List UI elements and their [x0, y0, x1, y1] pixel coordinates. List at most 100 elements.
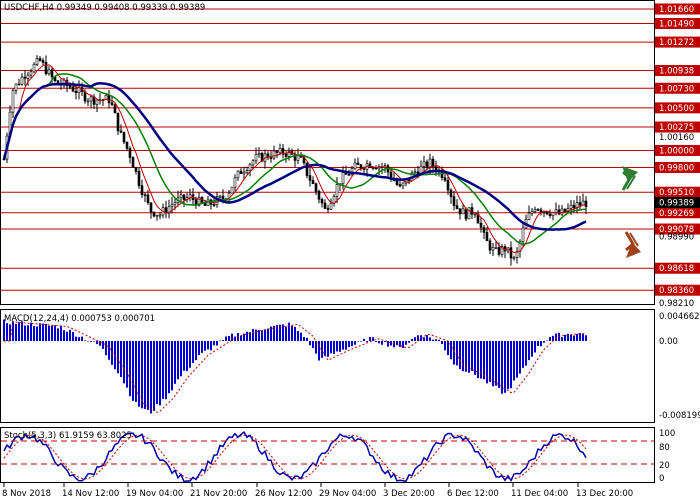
macd-bar: [243, 333, 245, 341]
macd-bar: [489, 341, 491, 382]
macd-bar: [186, 341, 188, 372]
candle-body: [314, 183, 318, 192]
candle-body: [257, 152, 261, 156]
macd-bar: [276, 324, 278, 341]
macd-bar: [402, 341, 404, 348]
candle-body: [401, 182, 405, 187]
candle-body: [428, 158, 432, 169]
candle-body: [443, 177, 447, 181]
candle-body: [359, 164, 363, 169]
macd-bar: [372, 337, 374, 341]
candle-body: [455, 205, 459, 209]
macd-bar: [417, 335, 419, 341]
macd-bar: [90, 341, 92, 342]
macd-bar: [267, 328, 269, 341]
macd-bar: [309, 341, 311, 346]
macd-bar: [72, 332, 74, 341]
candle-body: [233, 177, 237, 188]
macd-histogram: [3, 319, 587, 414]
macd-bar: [447, 341, 449, 356]
candle-body: [158, 214, 162, 217]
macd-bar: [471, 341, 473, 371]
macd-bar: [342, 341, 344, 350]
arrow-down-icon: [624, 231, 641, 258]
macd-bar: [465, 341, 467, 372]
candle-body: [245, 170, 249, 173]
candle-body: [512, 257, 516, 259]
candle-body: [323, 202, 327, 209]
candle-body: [539, 209, 543, 213]
macd-bar: [60, 325, 62, 341]
candle-body: [467, 207, 471, 220]
macd-bar: [81, 336, 83, 341]
stoch-scale-20: 20: [659, 461, 670, 471]
macd-bar: [234, 336, 236, 341]
candle-body: [74, 90, 78, 94]
macd-bar: [96, 341, 98, 345]
macd-bar: [165, 341, 167, 400]
candle-body: [68, 85, 72, 88]
macd-bar: [510, 341, 512, 389]
candle-body: [509, 247, 513, 259]
candle-body: [536, 209, 540, 211]
macd-bar: [339, 341, 341, 352]
macd-bar: [87, 340, 89, 342]
macd-bar: [291, 325, 293, 341]
candle-body: [140, 185, 144, 195]
macd-bar: [540, 341, 542, 347]
candle-body: [320, 198, 324, 204]
macd-bar: [162, 341, 164, 399]
macd-bar: [546, 340, 548, 342]
macd-bar: [54, 325, 56, 341]
level-label: 0.98360: [659, 286, 694, 296]
macd-bar: [525, 341, 527, 366]
macd-bar: [204, 341, 206, 351]
macd-bar: [366, 341, 368, 343]
macd-bar: [138, 341, 140, 407]
macd-bar: [312, 341, 314, 349]
macd-bar: [75, 336, 77, 341]
macd-bar: [480, 341, 482, 379]
macd-bar: [108, 341, 110, 360]
macd-bar: [51, 325, 53, 341]
level-label-bg: [655, 262, 700, 274]
macd-bar: [249, 332, 251, 341]
macd-bar: [330, 341, 332, 354]
level-label: 1.01660: [659, 5, 694, 15]
macd-bar: [498, 341, 500, 388]
macd-bar: [288, 322, 290, 341]
candle-body: [236, 170, 240, 179]
stoch-scale-100: 100: [659, 429, 675, 439]
candle-body: [356, 162, 360, 166]
candle-body: [254, 154, 258, 162]
macd-bar: [567, 333, 569, 341]
macd-bar: [168, 341, 170, 394]
macd-bar: [246, 331, 248, 341]
macd-bar: [189, 341, 191, 368]
time-label: 6 Dec 12:00: [447, 489, 499, 499]
candle-body: [329, 202, 333, 210]
time-label: 19 Nov 04:00: [126, 489, 183, 499]
time-label: 29 Nov 04:00: [319, 489, 376, 499]
macd-bar: [390, 341, 392, 346]
macd-bar: [516, 341, 518, 378]
level-label: 1.00730: [659, 84, 694, 94]
macd-bar: [159, 341, 161, 406]
macd-bar: [456, 341, 458, 366]
candle-body: [83, 91, 87, 102]
candle-body: [326, 208, 330, 210]
level-label: 1.01272: [659, 38, 694, 48]
macd-bar: [141, 341, 143, 409]
candle-body: [167, 206, 171, 214]
candle-body: [29, 71, 33, 76]
macd-bar: [213, 341, 215, 346]
time-axis: 8 Nov 2018 14 Nov 12:00 19 Nov 04:00 21 Nov…: [2, 483, 633, 499]
candle-body: [251, 160, 255, 166]
candle-body: [50, 69, 54, 78]
macd-bar: [231, 333, 233, 341]
macd-bar: [369, 337, 371, 341]
macd-bar: [9, 324, 11, 341]
candle-body: [560, 208, 564, 215]
